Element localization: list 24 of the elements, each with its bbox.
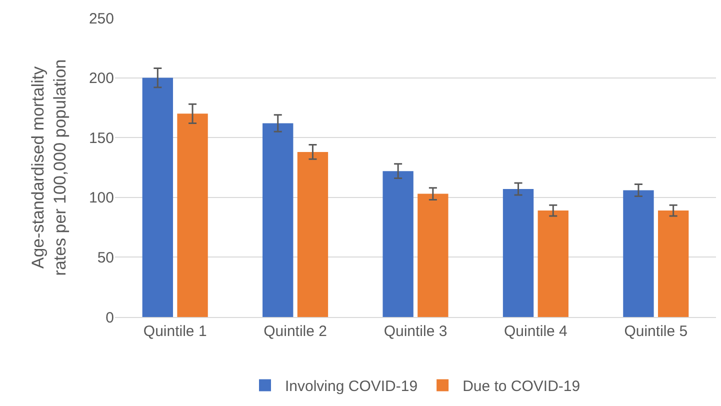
y-tick-label: 250 bbox=[88, 10, 114, 28]
bar bbox=[623, 190, 654, 317]
bar bbox=[538, 210, 568, 317]
y-tick-label: 50 bbox=[97, 249, 114, 266]
x-tick-label: Quintile 2 bbox=[264, 323, 327, 340]
x-tick-label: Quintile 5 bbox=[624, 323, 688, 340]
bar bbox=[418, 194, 448, 317]
legend-label: Involving COVID-19 bbox=[285, 378, 418, 396]
y-tick-label: 0 bbox=[106, 309, 114, 326]
y-tick-label: 150 bbox=[88, 130, 114, 147]
y-tick-label: 100 bbox=[88, 190, 114, 207]
bar bbox=[177, 114, 208, 317]
y-axis-title: Age-standardised mortality rates per 100,000 population bbox=[28, 59, 70, 276]
bar bbox=[262, 123, 294, 317]
y-tick-label: 200 bbox=[88, 70, 114, 88]
legend-label: Due to COVID-19 bbox=[462, 378, 580, 396]
x-tick-label: Quintile 3 bbox=[384, 323, 448, 340]
bar bbox=[382, 171, 414, 317]
bar bbox=[142, 78, 174, 317]
bar bbox=[658, 210, 689, 317]
bar bbox=[297, 152, 328, 317]
bar bbox=[502, 189, 534, 317]
x-tick-label: Quintile 4 bbox=[504, 323, 568, 340]
x-tick-label: Quintile 1 bbox=[143, 323, 207, 340]
